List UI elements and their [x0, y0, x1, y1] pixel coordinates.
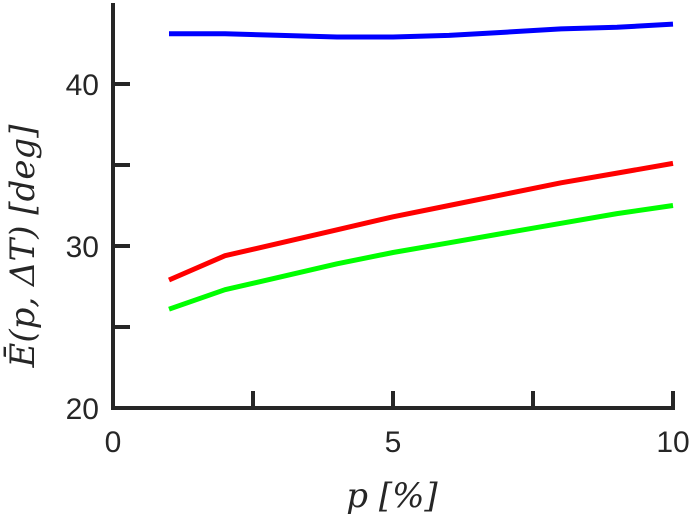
series-line-2	[168, 160, 674, 283]
y-tick-label: 20	[66, 393, 99, 426]
series-line-1	[169, 21, 674, 40]
x-tick-label: 10	[656, 426, 689, 459]
series-line-3	[168, 203, 674, 312]
x-axis-title: p [%]	[346, 476, 438, 516]
y-tick-label: 30	[66, 231, 99, 264]
y-tick-label: 40	[66, 69, 99, 102]
tick-labels: 0 5 10 20 30 40	[66, 69, 690, 459]
y-axis-title: Ē(p, ΔT) [deg]	[3, 124, 43, 369]
axes	[111, 3, 675, 410]
x-tick-label: 0	[105, 426, 122, 459]
series-layer	[168, 21, 674, 312]
x-tick-label: 5	[385, 426, 402, 459]
